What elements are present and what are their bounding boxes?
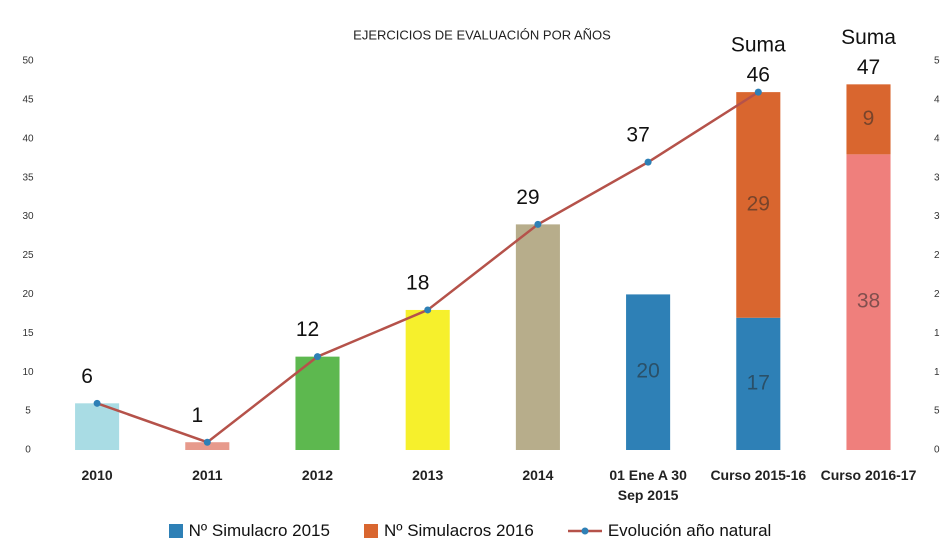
line-marker — [204, 439, 211, 446]
y2-tick-label: 20 — [934, 289, 940, 300]
line-value-label: 37 — [626, 124, 649, 147]
bar — [295, 357, 339, 450]
page: {"chart_data": {"type": "bar", "title": … — [0, 0, 940, 545]
y2-tick-label: 25 — [934, 250, 940, 261]
legend-swatch — [364, 524, 378, 538]
legend-marker — [581, 528, 588, 535]
legend-label: Evolución año natural — [608, 521, 772, 541]
legend-swatch-rect — [364, 524, 378, 538]
x-tick-label: Curso 2016-17 — [821, 465, 917, 485]
bar — [406, 310, 450, 450]
line-marker — [755, 89, 762, 96]
x-tick-label: 2014 — [490, 465, 586, 485]
x-tick-label: 01 Ene A 30 Sep 2015 — [600, 465, 696, 505]
line-marker — [94, 400, 101, 407]
line-marker — [424, 306, 431, 313]
legend-item: Nº Simulacros 2016 — [364, 521, 534, 541]
legend-swatch — [568, 524, 602, 538]
line-value-label: 29 — [516, 186, 539, 209]
legend-item: Evolución año natural — [568, 521, 772, 541]
legend-swatch — [169, 524, 183, 538]
legend: Nº Simulacro 2015 Nº Simulacros 2016 Evolu… — [0, 521, 940, 541]
bar-value-label: 17 — [747, 371, 770, 394]
y2-tick-label: 35 — [934, 172, 940, 183]
y-tick-label: 20 — [22, 289, 34, 300]
bar-value-label: 20 — [636, 360, 659, 383]
y-tick-label: 40 — [22, 133, 34, 144]
y-tick-label: 45 — [22, 95, 34, 106]
y-tick-label: 35 — [22, 172, 34, 183]
x-tick-label: 2012 — [270, 465, 366, 485]
y-tick-label: 15 — [22, 328, 34, 339]
chart: EJERCICIOS DE EVALUACIÓN POR AÑOS 051015… — [0, 0, 940, 545]
total-value-label: 46 — [747, 64, 770, 87]
total-label: Suma — [841, 26, 896, 49]
line-marker — [645, 159, 652, 166]
y-tick-label: 5 — [25, 406, 31, 417]
bar-value-label: 38 — [857, 290, 880, 313]
y2-tick-label: 40 — [934, 133, 940, 144]
legend-label: Nº Simulacro 2015 — [189, 521, 330, 541]
total-value-label: 47 — [857, 56, 880, 79]
y2-tick-label: 30 — [934, 211, 940, 222]
line-value-label: 1 — [191, 404, 203, 427]
y2-tick-label: 15 — [934, 328, 940, 339]
x-tick-label: 2011 — [159, 465, 255, 485]
y-tick-label: 10 — [22, 367, 34, 378]
x-tick-label: 2013 — [380, 465, 476, 485]
y2-tick-label: 5 — [934, 406, 940, 417]
bar — [516, 224, 560, 450]
line-value-label: 12 — [296, 318, 319, 341]
y-tick-label: 30 — [22, 211, 34, 222]
y-tick-label: 50 — [22, 56, 34, 67]
y2-tick-label: 50 — [934, 56, 940, 67]
x-tick-label: Curso 2015-16 — [710, 465, 806, 485]
line-marker — [534, 221, 541, 228]
line-marker — [314, 353, 321, 360]
bar — [75, 403, 119, 450]
y2-tick-label: 45 — [934, 95, 940, 106]
bar-value-label: 9 — [863, 107, 875, 130]
y2-tick-label: 10 — [934, 367, 940, 378]
legend-label: Nº Simulacros 2016 — [384, 521, 534, 541]
y2-tick-label: 0 — [934, 445, 940, 456]
line-value-label: 6 — [81, 365, 93, 388]
bar-value-label: 29 — [747, 192, 770, 215]
x-tick-label: 2010 — [49, 465, 145, 485]
legend-swatch-rect — [169, 524, 183, 538]
y-tick-label: 25 — [22, 250, 34, 261]
y-tick-label: 0 — [25, 445, 31, 456]
total-label: Suma — [731, 34, 786, 57]
line-value-label: 18 — [406, 272, 429, 295]
legend-item: Nº Simulacro 2015 — [169, 521, 330, 541]
chart-title: EJERCICIOS DE EVALUACIÓN POR AÑOS — [353, 27, 611, 42]
